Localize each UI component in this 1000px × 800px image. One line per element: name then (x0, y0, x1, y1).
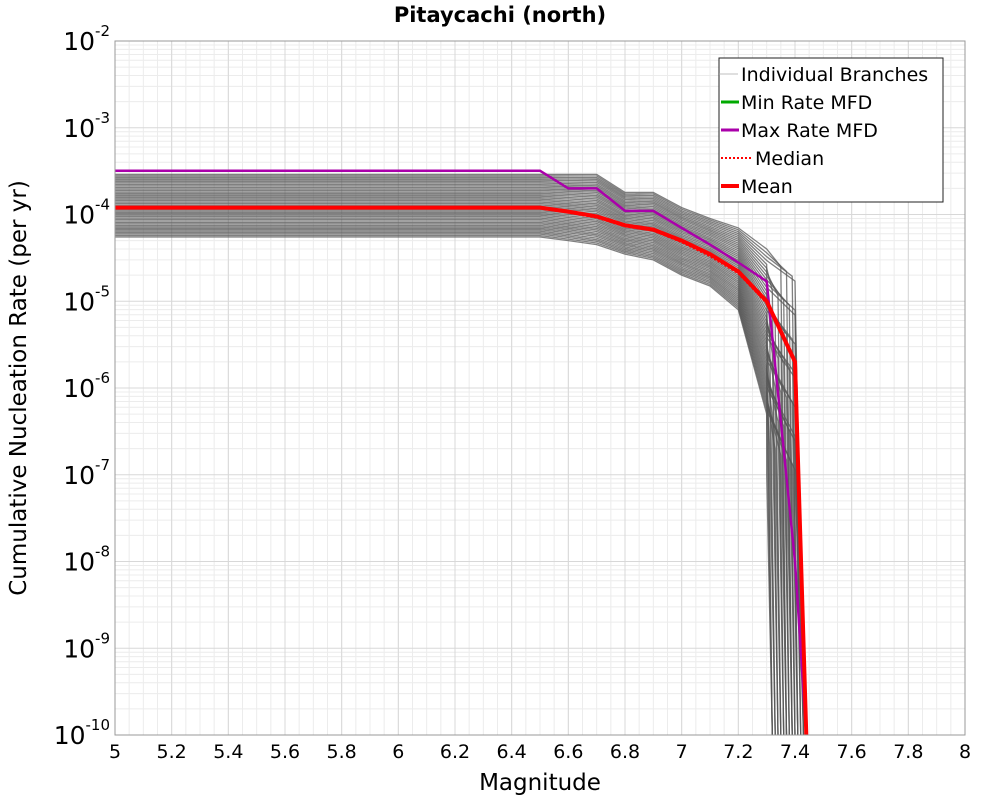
branch-line (115, 213, 793, 736)
series-max-rate-mfd (115, 169, 808, 736)
x-tick-label: 7.8 (893, 741, 923, 763)
x-axis-ticks: 5 5.2 5.4 5.6 5.8 6 6.2 6.4 6.6 6.8 7 7.2 7.4 7.6 7.8 8 (109, 741, 971, 763)
branch-line (115, 179, 773, 736)
branch-line (115, 229, 782, 736)
legend: Individual Branches Min Rate MFD Max Rate … (718, 57, 944, 203)
branch-line (115, 217, 773, 736)
branch-line (115, 197, 805, 736)
branch-line (115, 215, 805, 736)
legend-label: Mean (741, 176, 793, 198)
branch-line (115, 210, 782, 736)
branch-line (115, 226, 807, 736)
branch-line (115, 191, 782, 736)
chart-title: Pitaycachi (north) (394, 3, 606, 27)
branch-line (115, 178, 805, 736)
branch-line (115, 195, 799, 736)
branch-line (115, 214, 799, 736)
branch-line (115, 227, 776, 736)
x-tick-label: 7 (676, 741, 688, 763)
x-tick-label: 5.6 (270, 741, 300, 763)
branch-lines (115, 173, 807, 736)
branch-line (115, 221, 790, 736)
branch-line (115, 194, 793, 736)
branch-line (115, 236, 773, 736)
branch-line (115, 185, 796, 736)
x-tick-label: 6.4 (497, 741, 527, 763)
x-tick-label: 5.2 (157, 741, 187, 763)
x-tick-label: 6.2 (440, 741, 470, 763)
legend-label: Individual Branches (741, 64, 928, 86)
branch-line (115, 188, 807, 736)
branch-line (115, 173, 788, 736)
x-tick-label: 6 (392, 741, 404, 763)
branch-line (115, 207, 807, 736)
branch-line (115, 218, 779, 736)
y-tick-label: 10-8 (63, 543, 110, 577)
branch-line (115, 201, 785, 736)
x-tick-label: 7.6 (837, 741, 867, 763)
legend-label: Median (755, 148, 824, 170)
branch-line (115, 198, 773, 736)
branch-line (115, 199, 779, 736)
x-tick-label: 7.4 (780, 741, 810, 763)
branch-line (115, 220, 785, 736)
x-tick-label: 5.4 (213, 741, 243, 763)
branch-line (115, 176, 799, 736)
y-tick-label: 10-10 (54, 716, 110, 750)
x-tick-label: 5 (109, 741, 121, 763)
branch-line (115, 181, 779, 736)
branch-line (115, 230, 788, 736)
legend-box (718, 57, 944, 203)
y-tick-label: 10-2 (63, 22, 110, 56)
series-mean (115, 205, 809, 736)
branch-line (115, 233, 799, 736)
x-tick-label: 5.8 (327, 741, 357, 763)
y-tick-label: 10-3 (63, 109, 110, 143)
y-tick-label: 10-6 (63, 369, 110, 403)
y-tick-label: 10-9 (63, 629, 110, 663)
x-tick-label: 6.6 (553, 741, 583, 763)
x-tick-label: 8 (959, 741, 971, 763)
series-lines (115, 169, 809, 736)
series-median (115, 207, 808, 736)
branch-line (115, 211, 788, 736)
branch-line (115, 183, 790, 736)
y-axis-label: Cumulative Nucleation Rate (per yr) (6, 180, 32, 596)
legend-label: Min Rate MFD (741, 92, 872, 114)
branch-line (115, 186, 802, 736)
branch-line (115, 232, 793, 736)
y-tick-label: 10-7 (63, 456, 110, 490)
y-tick-label: 10-4 (63, 196, 110, 230)
branch-line (115, 204, 796, 736)
y-axis-ticks: 10-2 10-3 10-4 10-5 10-6 10-7 10-8 10-9 10-10 (54, 22, 110, 750)
plot-frame (114, 40, 966, 736)
legend-label: Max Rate MFD (741, 120, 878, 142)
branch-line (115, 175, 793, 736)
x-axis-label: Magnitude (479, 770, 601, 796)
branch-line (115, 192, 788, 736)
branch-line (115, 224, 802, 736)
branch-line (115, 223, 796, 736)
branch-line (115, 182, 785, 736)
x-tick-label: 6.8 (610, 741, 640, 763)
branch-line (115, 202, 790, 736)
branch-line (115, 234, 805, 736)
x-tick-label: 7.2 (723, 741, 753, 763)
branch-line (115, 189, 776, 736)
branch-line (115, 205, 802, 736)
y-tick-label: 10-5 (63, 282, 110, 316)
